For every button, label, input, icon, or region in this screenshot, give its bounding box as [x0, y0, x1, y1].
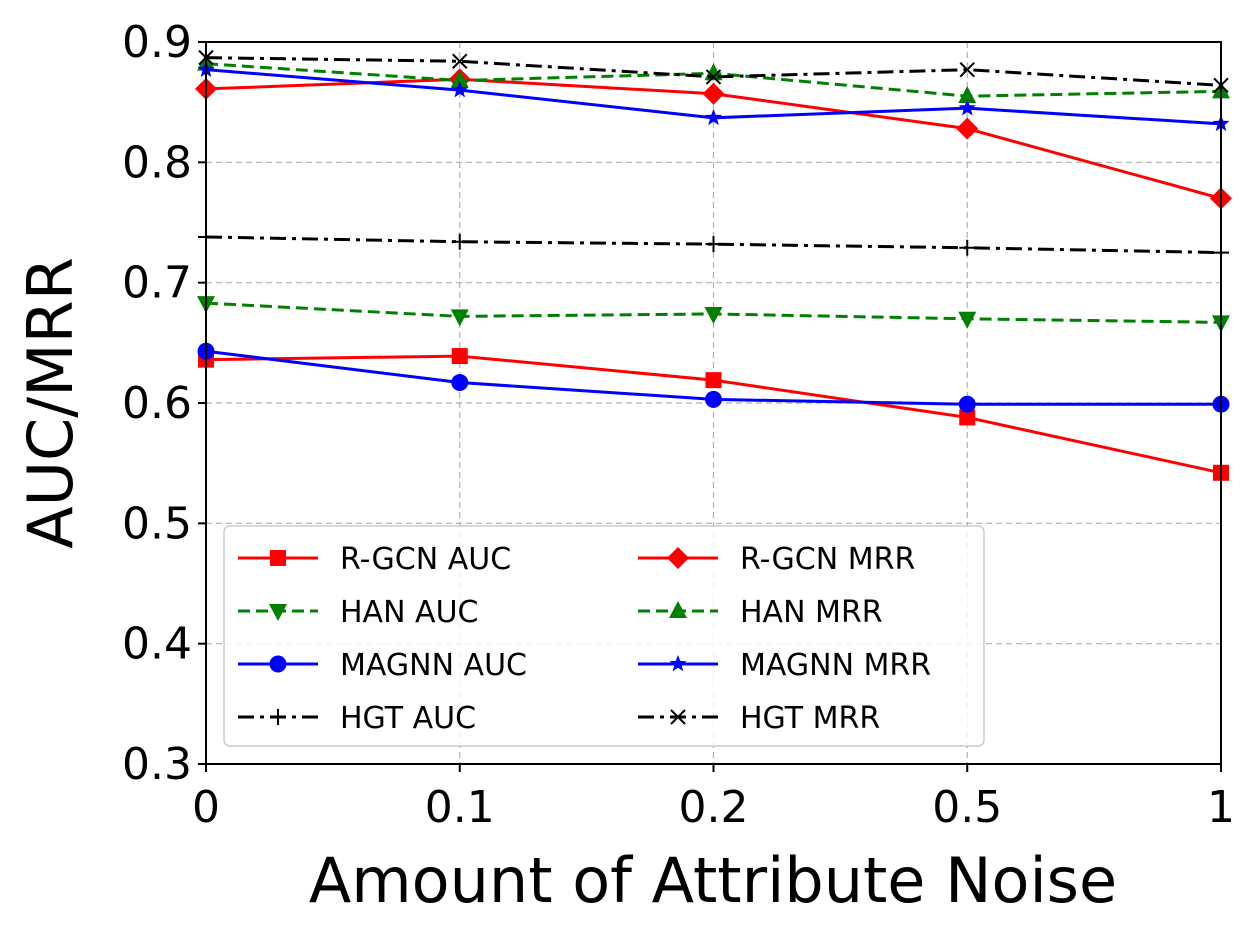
x-tick-label: 0.5: [932, 782, 1002, 833]
series-han-auc: [197, 296, 1230, 333]
legend-label: HGT MRR: [740, 701, 880, 736]
legend-marker: [269, 655, 287, 673]
data-point: [450, 309, 469, 327]
legend-item-hgt-mrr: HGT MRR: [638, 701, 880, 736]
legend-marker: [270, 709, 286, 725]
legend-label: HAN AUC: [340, 595, 479, 630]
x-tick-label: 0: [192, 782, 220, 833]
legend: R-GCN AUC HAN AUC MAGNN AUC HGT AUC R-GCN MR…: [223, 525, 985, 747]
legend-item-han-auc: HAN AUC: [238, 595, 479, 630]
legend-item-r-gcn-auc: R-GCN AUC: [238, 542, 511, 577]
legend-marker: [269, 604, 287, 621]
data-point: [451, 81, 469, 98]
axis-ticks: 0.3 0.4 0.5 0.6 0.7 0.8 0.9 0 0.1 0.2 0.5 1: [122, 17, 1235, 833]
data-point: [705, 236, 722, 253]
series-line: [205, 56, 1222, 87]
data-point: [450, 70, 469, 88]
legend-marker: [669, 601, 687, 618]
y-tick-label: 0.9: [122, 17, 192, 68]
legend-item-han-mrr: HAN MRR: [638, 595, 883, 630]
legend-label: HAN MRR: [740, 595, 883, 630]
data-point: [705, 372, 722, 389]
data-point: [958, 395, 976, 413]
legend-label: HGT AUC: [340, 701, 476, 736]
data-point: [705, 69, 722, 85]
legend-marker: [667, 547, 689, 569]
legend-label: MAGNN MRR: [740, 648, 931, 683]
legend-marker: [669, 655, 687, 672]
x-tick-label: 0.1: [425, 782, 495, 833]
series-r-gcn-mrr: [195, 68, 1232, 210]
data-point: [451, 233, 468, 250]
data-point: [959, 239, 976, 256]
data-point: [451, 348, 468, 365]
data-point: [959, 61, 975, 78]
legend-label: R-GCN MRR: [740, 542, 915, 577]
data-point: [702, 82, 725, 105]
data-point: [958, 311, 977, 329]
x-tick-label: 1: [1207, 782, 1235, 833]
legend-marker: [670, 709, 686, 725]
x-tick-label: 0.2: [679, 782, 749, 833]
y-tick-label: 0.6: [122, 378, 192, 429]
data-point: [452, 53, 468, 69]
x-axis-title: Amount of Attribute Noise: [309, 844, 1117, 917]
series-magnn-auc: [197, 342, 1230, 413]
data-point: [451, 374, 469, 392]
series-line: [205, 235, 1222, 255]
data-point: [958, 99, 976, 116]
y-tick-label: 0.7: [122, 258, 192, 309]
legend-item-magnn-auc: MAGNN AUC: [238, 648, 527, 683]
legend-item-r-gcn-mrr: R-GCN MRR: [638, 542, 915, 577]
legend-item-hgt-auc: HGT AUC: [238, 701, 476, 736]
y-tick-label: 0.5: [122, 498, 192, 549]
y-axis-title: AUC/MRR: [14, 257, 87, 549]
y-tick-label: 0.8: [122, 137, 192, 188]
legend-label: R-GCN AUC: [340, 542, 511, 577]
y-tick-label: 0.4: [122, 619, 192, 670]
legend-box: [223, 525, 985, 747]
data-point: [956, 117, 979, 140]
data-point: [704, 306, 723, 324]
data-point: [704, 108, 723, 126]
data-point: [705, 390, 722, 408]
data-point: [959, 409, 976, 426]
legend-marker: [270, 550, 286, 566]
data-point: [958, 86, 977, 104]
legend-label: MAGNN AUC: [340, 648, 527, 683]
y-tick-label: 0.3: [122, 739, 192, 790]
legend-item-magnn-mrr: MAGNN MRR: [638, 648, 931, 683]
